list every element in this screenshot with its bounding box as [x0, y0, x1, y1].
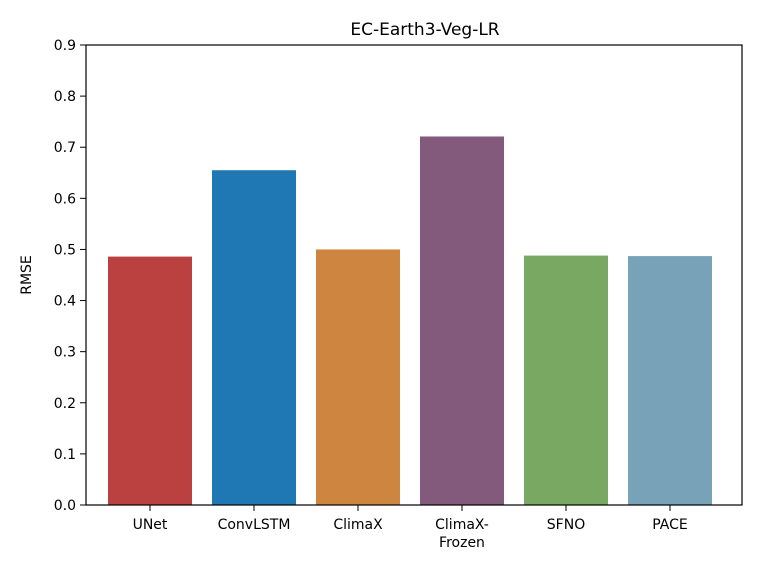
- bar: [212, 170, 296, 505]
- x-tick-label: ClimaX: [333, 517, 383, 533]
- bar: [316, 249, 400, 505]
- chart-title: EC-Earth3-Veg-LR: [350, 20, 499, 40]
- x-tick-label: ClimaX-Frozen: [435, 517, 489, 551]
- y-tick-label: 0.2: [54, 396, 76, 412]
- x-tick-label: PACE: [652, 517, 688, 533]
- y-tick-label: 0.7: [54, 140, 76, 156]
- y-tick-label: 0.6: [54, 191, 76, 207]
- y-tick-label: 0.3: [54, 345, 76, 361]
- bar: [108, 256, 192, 505]
- bar: [420, 136, 504, 505]
- bar: [524, 255, 608, 505]
- y-tick-label: 0.5: [54, 242, 76, 258]
- x-tick-label: ConvLSTM: [218, 517, 291, 533]
- bar: [628, 256, 712, 505]
- x-tick-label: UNet: [133, 517, 168, 533]
- y-tick-label: 0.8: [54, 89, 76, 105]
- y-axis-ticks: 0.0 0.1 0.2 0.3 0.4 0.5 0.6 0.7 0.8 0.9: [54, 38, 86, 514]
- plot-frame: [85, 44, 743, 506]
- bars-group: [108, 136, 712, 505]
- y-tick-label: 0.4: [54, 294, 76, 310]
- y-axis-label: RMSE: [19, 255, 35, 295]
- x-axis-ticks: UNet ConvLSTM ClimaX ClimaX-Frozen SFNO PACE: [133, 505, 688, 551]
- y-tick-label: 0.9: [54, 38, 76, 54]
- x-tick-label: SFNO: [547, 517, 585, 533]
- y-tick-label: 0.0: [54, 498, 76, 514]
- y-tick-label: 0.1: [54, 447, 76, 463]
